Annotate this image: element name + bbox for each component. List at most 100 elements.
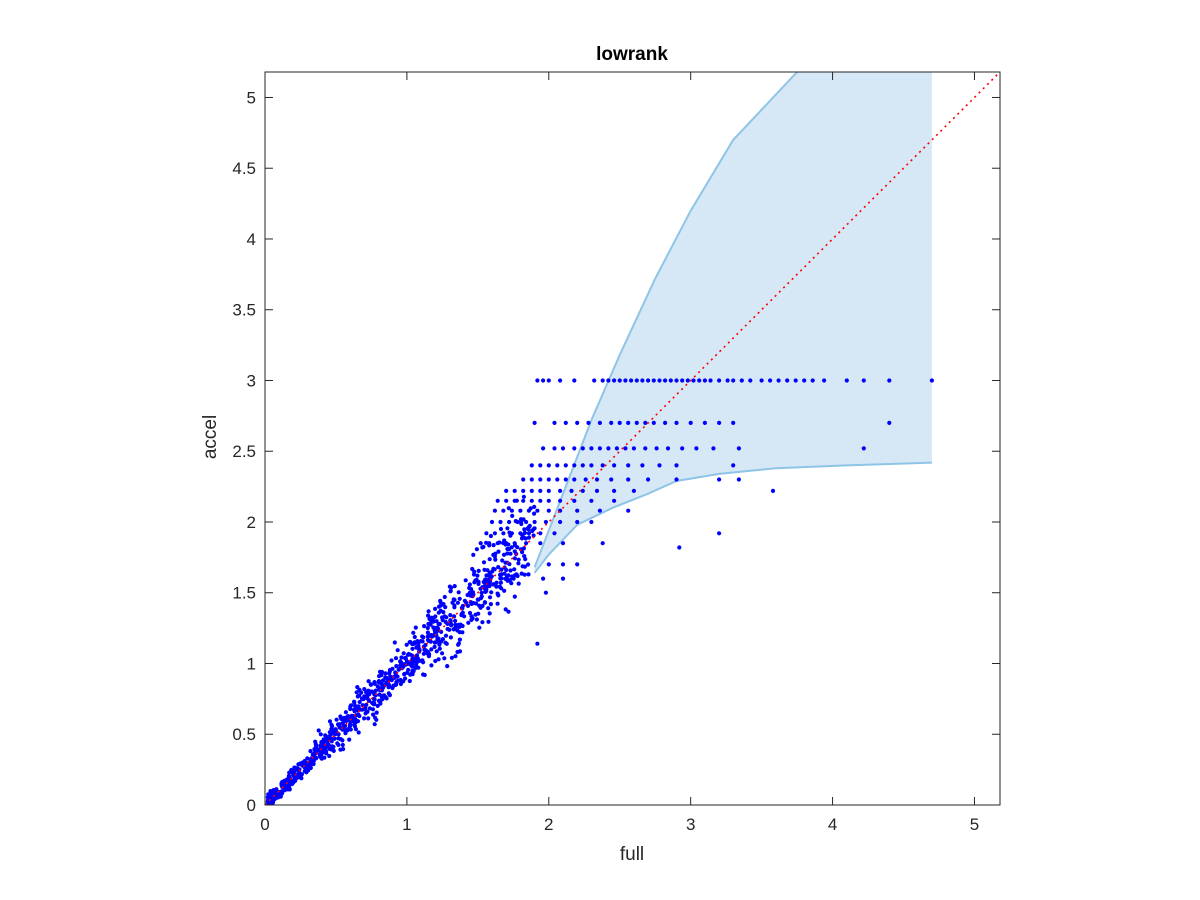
data-point	[398, 681, 403, 687]
data-point	[364, 690, 369, 695]
data-point	[434, 649, 439, 654]
data-point	[697, 378, 702, 383]
data-point	[429, 647, 434, 652]
data-point	[580, 488, 585, 493]
data-point	[411, 669, 416, 674]
y-tick-label: 0.5	[232, 725, 256, 744]
data-point	[302, 759, 307, 764]
data-point	[372, 680, 377, 685]
data-point	[318, 732, 323, 737]
data-point	[283, 785, 288, 791]
data-point	[504, 498, 509, 503]
data-point	[418, 639, 423, 644]
data-point	[503, 576, 508, 581]
data-point	[379, 681, 384, 686]
data-point	[575, 562, 580, 567]
data-point	[428, 622, 433, 627]
data-point	[467, 610, 473, 616]
data-point	[442, 594, 447, 600]
data-point	[736, 477, 742, 482]
data-point	[420, 634, 425, 639]
data-point	[612, 488, 617, 493]
data-point	[381, 678, 386, 683]
data-point	[552, 531, 557, 536]
scatter-points	[265, 378, 935, 805]
data-point	[367, 706, 372, 711]
data-point	[612, 498, 617, 503]
data-point	[489, 590, 494, 595]
data-point	[674, 463, 679, 468]
data-point	[674, 378, 679, 383]
data-point	[717, 531, 722, 536]
data-point	[646, 378, 651, 383]
data-point	[425, 634, 430, 639]
data-point	[443, 633, 449, 638]
data-point	[448, 635, 453, 640]
data-point	[495, 591, 500, 596]
data-point	[498, 519, 503, 525]
data-point	[438, 608, 443, 613]
y-tick-label: 1	[247, 654, 256, 673]
data-point	[372, 722, 377, 727]
data-point	[487, 583, 492, 589]
y-tick-label: 0	[247, 796, 256, 815]
y-tick-label: 1.5	[232, 584, 256, 603]
data-point	[425, 625, 430, 631]
data-point	[535, 378, 540, 383]
data-point	[333, 727, 338, 732]
data-point	[597, 446, 603, 451]
data-point	[321, 737, 326, 743]
data-point	[494, 580, 499, 585]
data-point	[597, 508, 603, 513]
data-point	[445, 664, 450, 669]
data-point	[442, 656, 447, 661]
data-point	[725, 378, 730, 383]
data-point	[541, 576, 546, 581]
data-point	[414, 662, 419, 668]
data-point	[526, 562, 531, 567]
data-point	[392, 640, 397, 645]
data-point	[411, 630, 416, 635]
data-point	[287, 770, 292, 775]
data-point	[572, 463, 577, 468]
data-point	[487, 541, 492, 546]
data-point	[614, 446, 620, 451]
data-point	[327, 719, 333, 724]
data-point	[515, 545, 520, 550]
data-point	[489, 574, 494, 579]
data-point	[413, 625, 418, 630]
data-point	[651, 378, 656, 383]
data-point	[429, 633, 434, 638]
data-point	[555, 463, 560, 468]
data-point	[552, 446, 557, 451]
y-tick-label: 4	[247, 230, 256, 249]
data-point	[617, 420, 622, 425]
data-point	[362, 716, 367, 721]
data-point	[501, 508, 506, 513]
data-point	[449, 585, 454, 590]
data-point	[489, 519, 495, 525]
data-point	[452, 605, 457, 610]
data-point	[481, 560, 487, 565]
data-point	[643, 446, 648, 451]
data-point	[274, 791, 280, 797]
data-point	[543, 590, 549, 595]
data-point	[499, 567, 504, 572]
data-point	[355, 694, 360, 699]
data-point	[503, 607, 508, 612]
data-point	[663, 378, 668, 383]
data-point	[609, 420, 614, 425]
data-point	[501, 531, 506, 536]
data-point	[589, 463, 594, 468]
data-point	[470, 590, 475, 595]
data-point	[471, 552, 476, 558]
data-point	[521, 498, 526, 503]
data-point	[438, 639, 444, 644]
data-point	[520, 550, 525, 555]
data-point	[355, 685, 360, 690]
data-point	[448, 619, 453, 624]
data-point	[535, 641, 540, 646]
data-point	[481, 544, 486, 550]
data-point	[488, 602, 493, 607]
data-point	[377, 674, 382, 679]
